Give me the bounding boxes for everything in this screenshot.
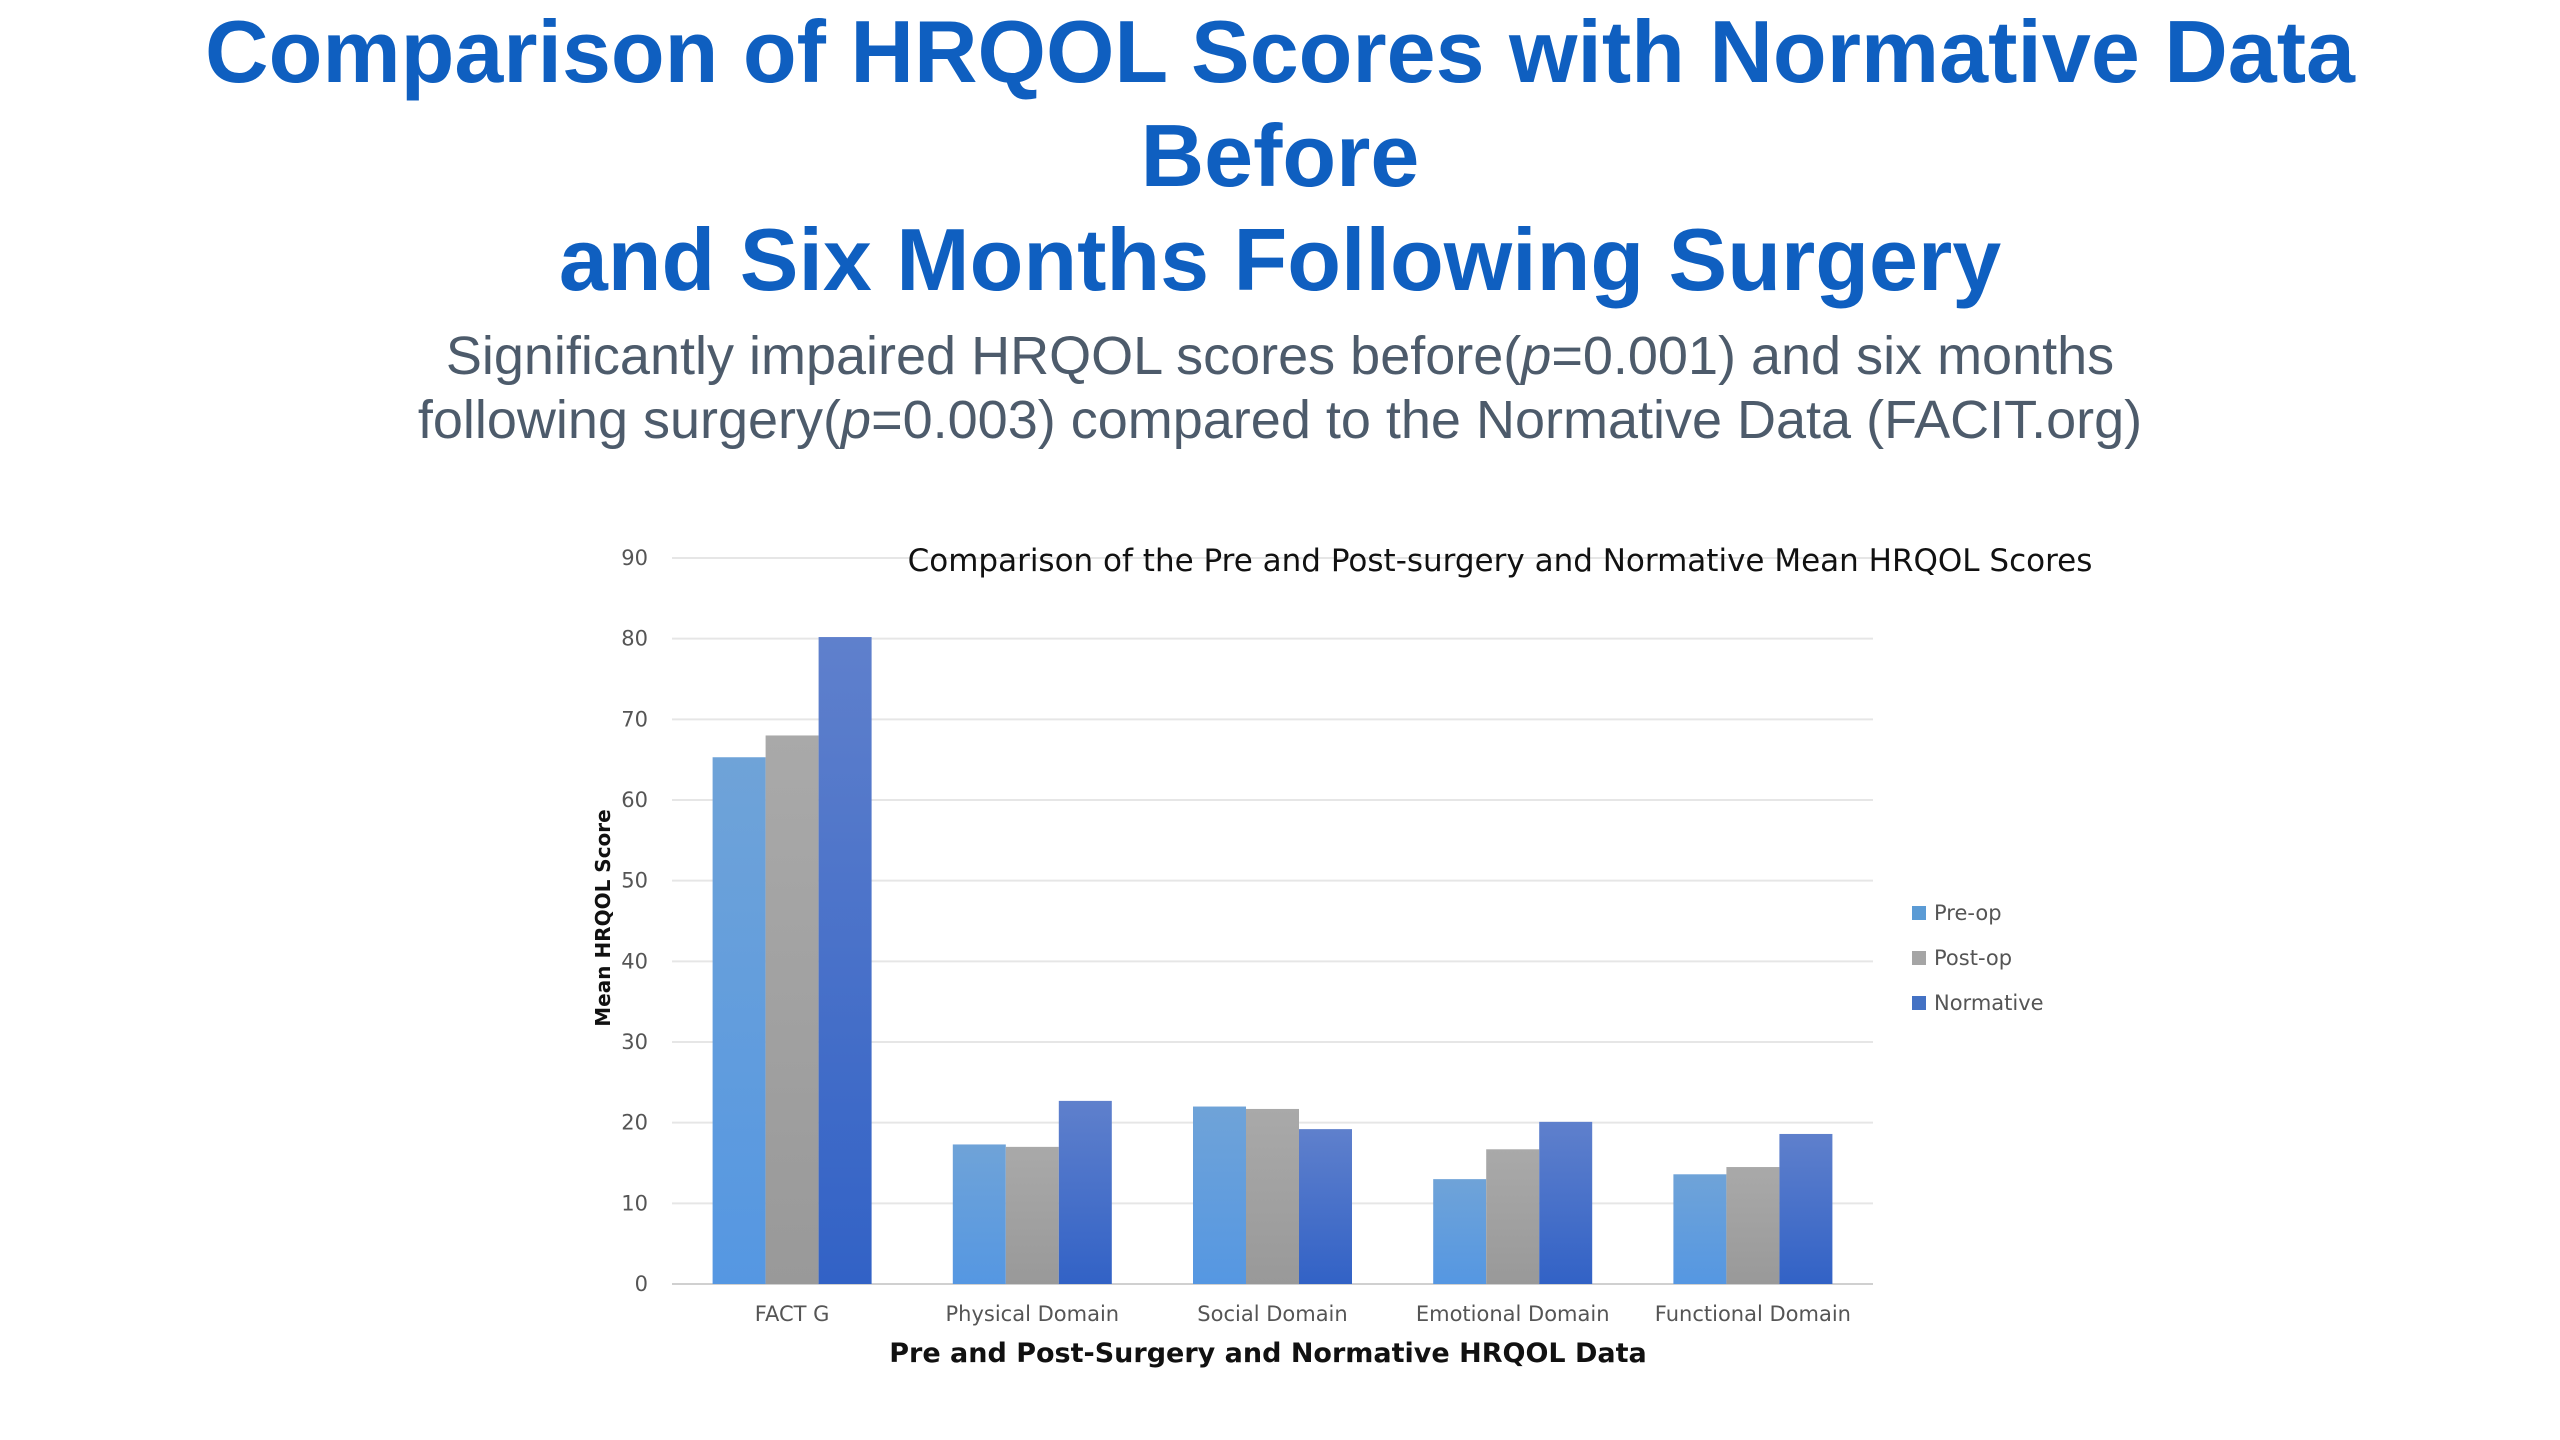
subtitle-line-1-post: =0.001) and six months <box>1551 326 2115 386</box>
bar-post-op-0 <box>765 735 819 1284</box>
bar-pre-op-0 <box>712 757 766 1284</box>
bar-pre-op-1 <box>952 1144 1006 1284</box>
y-tick-label: 40 <box>621 949 648 973</box>
bar-normative-1 <box>1058 1100 1112 1284</box>
bar-normative-0 <box>818 637 872 1284</box>
y-tick-label: 60 <box>621 788 648 812</box>
legend-swatch <box>1912 951 1926 965</box>
y-tick-label: 0 <box>635 1272 648 1296</box>
bar-post-op-2 <box>1246 1108 1299 1284</box>
chart-title: Comparison of the Pre and Post-surgery a… <box>908 543 2093 579</box>
bar-pre-op-3 <box>1433 1179 1487 1284</box>
subtitle-line-1-pre: Significantly impaired HRQOL scores befo… <box>445 326 1522 386</box>
y-tick-label: 50 <box>621 869 648 893</box>
legend: Pre-op Post-op Normative <box>1912 901 2044 1015</box>
y-tick-label: 80 <box>621 627 648 651</box>
bar-post-op-4 <box>1726 1167 1780 1284</box>
bar-pre-op-2 <box>1193 1106 1246 1284</box>
legend-label: Pre-op <box>1934 901 2002 925</box>
bars <box>712 637 1833 1284</box>
subtitle-line-1-p: p <box>1521 326 1552 386</box>
subtitle-line-2-pre: following surgery( <box>417 390 842 450</box>
y-tick-label: 70 <box>621 707 648 731</box>
bar-pre-op-4 <box>1673 1174 1727 1284</box>
legend-swatch <box>1912 906 1926 920</box>
legend-label: Normative <box>1934 991 2044 1015</box>
y-tick-label: 20 <box>621 1111 648 1135</box>
bar-normative-3 <box>1539 1121 1593 1284</box>
bar-normative-2 <box>1299 1129 1352 1284</box>
x-category-label: Physical Domain <box>946 1302 1120 1326</box>
y-axis-ticks: 0 10 20 30 40 50 60 70 80 90 <box>621 546 648 1296</box>
x-category-label: Emotional Domain <box>1416 1302 1610 1326</box>
subtitle-line-2: following surgery(p=0.003) compared to t… <box>300 388 2260 452</box>
y-tick-label: 10 <box>621 1191 648 1215</box>
y-axis-title: Mean HRQOL Score <box>591 809 615 1026</box>
x-category-label: FACT G <box>755 1302 830 1326</box>
x-axis-categories: FACT G Physical Domain Social Domain Emotio… <box>755 1302 1851 1326</box>
slide-title: Comparison of HRQOL Scores with Normativ… <box>60 0 2500 312</box>
slide-subtitle: Significantly impaired HRQOL scores befo… <box>300 324 2260 452</box>
bar-post-op-3 <box>1486 1149 1540 1284</box>
legend-label: Post-op <box>1934 946 2012 970</box>
x-category-label: Social Domain <box>1197 1302 1347 1326</box>
subtitle-line-1: Significantly impaired HRQOL scores befo… <box>300 324 2260 388</box>
bar-post-op-1 <box>1005 1146 1059 1284</box>
subtitle-line-2-p: p <box>841 390 872 450</box>
slide-title-line-1: Comparison of HRQOL Scores with Normativ… <box>205 2 2355 205</box>
x-axis-title: Pre and Post-Surgery and Normative HRQOL… <box>889 1338 1647 1369</box>
y-tick-label: 90 <box>621 546 648 570</box>
legend-swatch <box>1912 996 1926 1010</box>
bar-normative-4 <box>1779 1133 1833 1284</box>
y-tick-label: 30 <box>621 1030 648 1054</box>
x-category-label: Functional Domain <box>1655 1302 1851 1326</box>
slide-title-line-2: and Six Months Following Surgery <box>558 210 2002 309</box>
subtitle-line-2-post: =0.003) compared to the Normative Data (… <box>871 390 2143 450</box>
